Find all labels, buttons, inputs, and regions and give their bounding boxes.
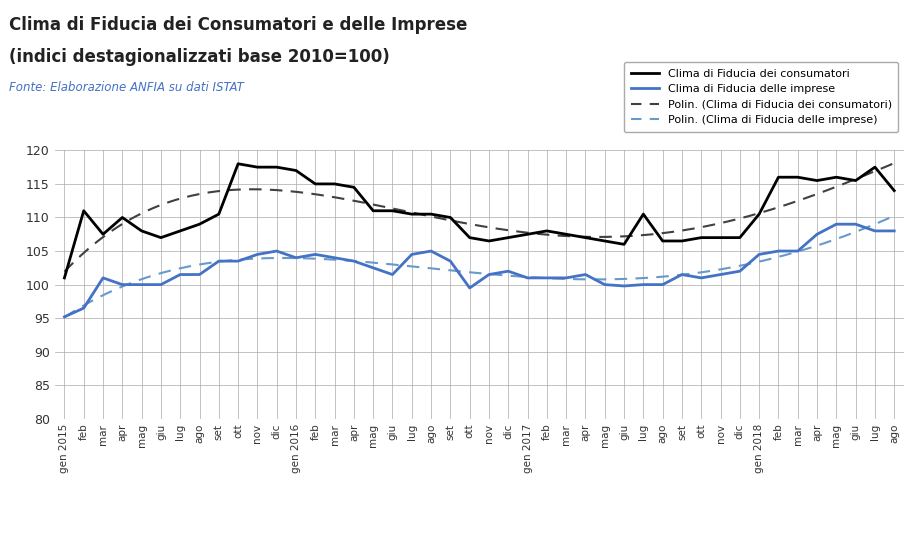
Legend: Clima di Fiducia dei consumatori, Clima di Fiducia delle imprese, Polin. (Clima : Clima di Fiducia dei consumatori, Clima … — [624, 62, 898, 132]
Text: (indici destagionalizzati base 2010=100): (indici destagionalizzati base 2010=100) — [9, 48, 390, 67]
Text: Clima di Fiducia dei Consumatori e delle Imprese: Clima di Fiducia dei Consumatori e delle… — [9, 16, 467, 34]
Text: Fonte: Elaborazione ANFIA su dati ISTAT: Fonte: Elaborazione ANFIA su dati ISTAT — [9, 81, 244, 93]
